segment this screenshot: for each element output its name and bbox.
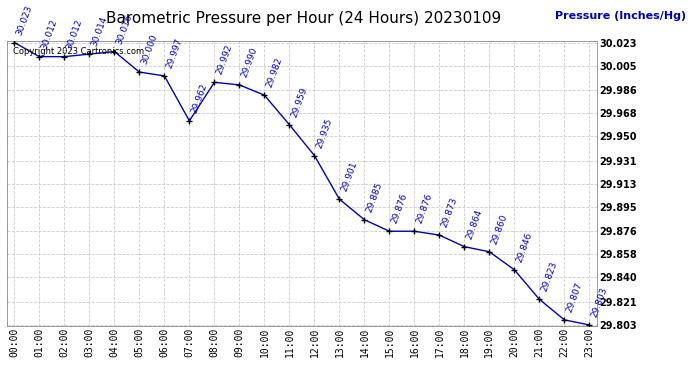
- Text: 29.885: 29.885: [365, 181, 384, 213]
- Text: 29.803: 29.803: [590, 286, 609, 319]
- Text: 30.012: 30.012: [65, 18, 84, 50]
- Text: 29.864: 29.864: [465, 208, 484, 240]
- Text: 29.962: 29.962: [190, 82, 209, 115]
- Text: 29.876: 29.876: [415, 192, 434, 225]
- Text: 29.876: 29.876: [390, 192, 409, 225]
- Text: 30.016: 30.016: [115, 12, 134, 45]
- Text: 29.959: 29.959: [290, 86, 309, 118]
- Text: 29.982: 29.982: [265, 56, 284, 89]
- Text: 30.000: 30.000: [140, 33, 159, 66]
- Text: 29.935: 29.935: [315, 117, 334, 149]
- Text: 29.901: 29.901: [339, 160, 359, 193]
- Text: Barometric Pressure per Hour (24 Hours) 20230109: Barometric Pressure per Hour (24 Hours) …: [106, 11, 501, 26]
- Text: Copyright 2023 Cartronics.com: Copyright 2023 Cartronics.com: [13, 47, 144, 56]
- Text: 29.860: 29.860: [490, 213, 509, 246]
- Text: 30.012: 30.012: [40, 18, 59, 50]
- Text: 29.807: 29.807: [564, 281, 584, 314]
- Text: 30.014: 30.014: [90, 15, 109, 48]
- Text: 29.846: 29.846: [515, 231, 534, 264]
- Text: 29.992: 29.992: [215, 44, 234, 76]
- Text: 29.997: 29.997: [165, 37, 184, 70]
- Text: 29.823: 29.823: [540, 261, 559, 293]
- Text: 29.873: 29.873: [440, 196, 459, 229]
- Text: 30.023: 30.023: [14, 4, 34, 36]
- Text: Pressure (Inches/Hg): Pressure (Inches/Hg): [555, 11, 687, 21]
- Text: 29.990: 29.990: [239, 46, 259, 79]
